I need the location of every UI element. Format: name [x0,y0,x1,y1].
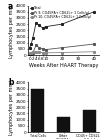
Pt 10, CD45RA+ CD62L+ 1 Cells/μl [45,52,46,54]
Line: Pt 9, CD45RA+ CD62L+ 1 Cells/μl: Pt 9, CD45RA+ CD62L+ 1 Cells/μl [29,43,95,55]
Bar [31,89,44,132]
Y-axis label: Lymphocytes per mm³: Lymphocytes per mm³ [9,3,14,58]
Pt 10, CD45RA+ CD62L+ 1 Cells/μl [31,52,32,54]
Line: Total: Total [29,11,95,49]
Total [61,23,62,25]
Total [36,22,37,24]
Pt 9, CD45RA+ CD62L+ 1 Cells/μl [45,49,46,50]
Text: b: b [8,79,14,87]
Pt 10, CD45RA+ CD62L+ 1 Cells/μl [94,51,95,53]
Pt 9, CD45RA+ CD62L+ 1 Cells/μl [32,52,33,54]
Pt 9, CD45RA+ CD62L+ 1 Cells/μl [29,53,30,55]
Bar [83,110,96,132]
Y-axis label: Lymphocytes per mm³: Lymphocytes per mm³ [9,80,14,135]
Pt 9, CD45RA+ CD62L+ 1 Cells/μl [94,43,95,45]
Pt 9, CD45RA+ CD62L+ 1 Cells/μl [31,53,32,55]
Pt 9, CD45RA+ CD62L+ 1 Cells/μl [42,48,43,50]
Pt 9, CD45RA+ CD62L+ 1 Cells/μl [36,44,37,46]
Legend: Total, Pt 9, CD45RA+ CD62L+ 1 Cells/μl, Pt 10, CD45RA+ CD62L+ 1 Cells/μl: Total, Pt 9, CD45RA+ CD62L+ 1 Cells/μl, … [30,6,91,19]
Pt 9, CD45RA+ CD62L+ 1 Cells/μl [39,47,40,49]
Pt 10, CD45RA+ CD62L+ 1 Cells/μl [61,52,62,53]
Total [42,27,43,29]
Total [31,43,32,45]
Bar [57,117,70,132]
Line: Pt 10, CD45RA+ CD62L+ 1 Cells/μl: Pt 10, CD45RA+ CD62L+ 1 Cells/μl [29,51,95,54]
Total [39,25,40,26]
Total [94,11,95,13]
Pt 10, CD45RA+ CD62L+ 1 Cells/μl [42,52,43,54]
Text: a: a [8,2,13,11]
Pt 10, CD45RA+ CD62L+ 1 Cells/μl [39,52,40,53]
Total [45,26,46,28]
Pt 10, CD45RA+ CD62L+ 1 Cells/μl [29,52,30,54]
Total [32,37,33,39]
Pt 9, CD45RA+ CD62L+ 1 Cells/μl [61,47,62,49]
Total [29,47,30,49]
Pt 10, CD45RA+ CD62L+ 1 Cells/μl [32,52,33,53]
X-axis label: Weeks After HAART Therapy: Weeks After HAART Therapy [29,63,98,68]
Pt 10, CD45RA+ CD62L+ 1 Cells/μl [36,51,37,53]
